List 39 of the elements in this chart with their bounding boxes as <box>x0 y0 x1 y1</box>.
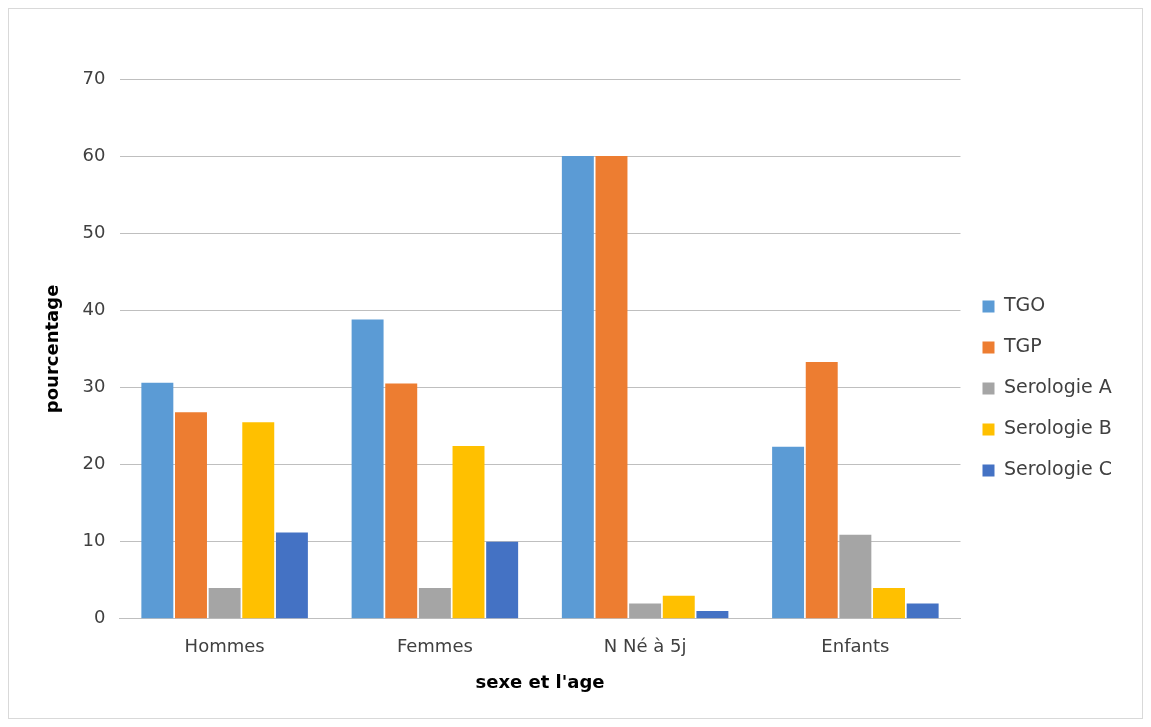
bar <box>351 319 384 619</box>
bar <box>662 595 695 619</box>
bar <box>242 422 275 619</box>
y-tick-label: 0 <box>94 606 106 628</box>
bar <box>906 603 939 619</box>
bar <box>839 534 872 619</box>
y-tick-label: 30 <box>82 375 106 397</box>
bar <box>486 541 519 619</box>
y-tick-label: 20 <box>82 452 106 474</box>
bar <box>452 446 485 619</box>
x-tick-label: Femmes <box>396 635 473 657</box>
bar <box>629 603 662 619</box>
legend-label: Serologie B <box>1003 416 1112 439</box>
y-axis-title: pourcentage <box>41 284 63 414</box>
y-tick-label: 40 <box>82 298 106 320</box>
legend-label: Serologie C <box>1003 457 1113 480</box>
y-tick-label: 60 <box>82 143 106 165</box>
bar <box>873 587 905 619</box>
bar <box>141 382 174 619</box>
bar <box>418 587 451 619</box>
legend-label: TGP <box>1002 334 1042 357</box>
bar <box>805 362 838 619</box>
legend-label: TGO <box>1002 293 1046 316</box>
y-tick-label: 50 <box>82 220 106 242</box>
bar <box>275 532 308 619</box>
x-tick-label: Enfants <box>821 635 890 657</box>
bar <box>208 587 241 619</box>
x-tick-label: Hommes <box>184 635 265 657</box>
legend-label: Serologie A <box>1003 375 1112 398</box>
bar <box>561 156 594 619</box>
x-tick-label: N Né à 5j <box>603 635 687 657</box>
y-tick-label: 10 <box>82 529 106 551</box>
bar <box>175 412 207 619</box>
y-tick-label: 70 <box>82 66 106 88</box>
bar <box>696 611 729 619</box>
bar <box>595 156 628 619</box>
x-axis-title: sexe et l'age <box>475 670 605 692</box>
bar <box>772 446 805 619</box>
bar <box>385 383 418 619</box>
